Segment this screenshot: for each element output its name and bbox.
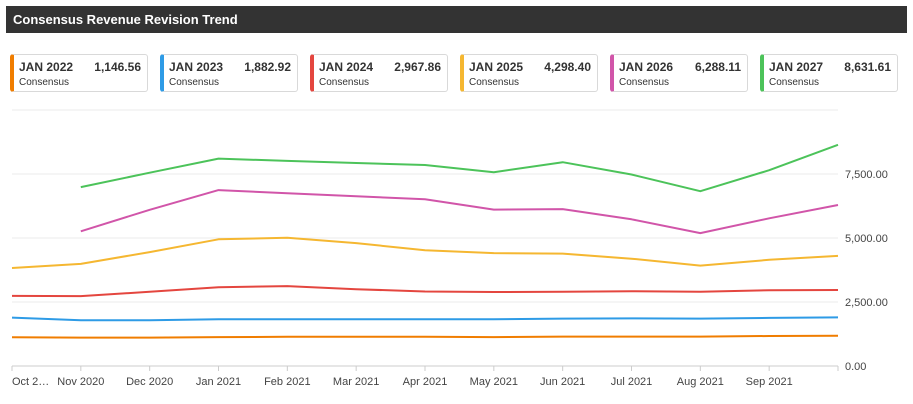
series-line[interactable]	[11, 316, 839, 322]
y-tick-label: 2,500.00	[845, 297, 888, 309]
grid-lines	[12, 109, 838, 367]
legend-item[interactable]: JAN 2025 4,298.40 Consensus	[460, 54, 598, 92]
x-tick-label: Aug 2021	[677, 376, 724, 388]
series-lines	[11, 143, 839, 339]
y-tick-label: 5,000.00	[845, 233, 888, 245]
series-line[interactable]	[11, 285, 839, 298]
x-tick-label: Sep 2021	[746, 376, 793, 388]
y-tick-label: 7,500.00	[845, 169, 888, 181]
x-tick-label: May 2021	[470, 376, 518, 388]
legend-subtitle: Consensus	[319, 77, 370, 88]
legend-subtitle: Consensus	[19, 77, 70, 88]
x-tick-label: Oct 2…	[12, 376, 49, 388]
line-chart: 0.00 2,500.00 5,000.00 7,500.00 Oct 2… Nov 2…	[11, 109, 888, 388]
legend-subtitle: Consensus	[769, 77, 820, 88]
series-line[interactable]	[11, 334, 839, 339]
y-axis: 0.00 2,500.00 5,000.00 7,500.00	[845, 169, 888, 373]
legend-item[interactable]: JAN 2024 2,967.86 Consensus	[310, 54, 448, 92]
legend-value: 4,298.40	[544, 60, 591, 74]
legend-value: 2,967.86	[394, 60, 441, 74]
y-tick-label: 0.00	[845, 361, 866, 373]
legend-period: JAN 2025	[469, 60, 524, 74]
legend: JAN 2022 1,146.56 Consensus JAN 2023 1,882.9…	[10, 54, 902, 94]
x-tick-label: Feb 2021	[264, 376, 310, 388]
x-tick-label: Apr 2021	[403, 376, 448, 388]
x-tick-label: Mar 2021	[333, 376, 379, 388]
x-tick-label: Jul 2021	[611, 376, 653, 388]
series-line[interactable]	[80, 143, 839, 193]
x-tick-label: Dec 2020	[126, 376, 173, 388]
series-line[interactable]	[11, 236, 839, 269]
x-tick-label: Nov 2020	[57, 376, 104, 388]
x-tick-label: Jan 2021	[196, 376, 241, 388]
legend-subtitle: Consensus	[169, 77, 220, 88]
legend-item[interactable]: JAN 2022 1,146.56 Consensus	[10, 54, 148, 92]
legend-value: 1,146.56	[94, 60, 141, 74]
legend-item[interactable]: JAN 2026 6,288.11 Consensus	[610, 54, 748, 92]
legend-period: JAN 2027	[769, 60, 824, 74]
legend-period: JAN 2026	[619, 60, 674, 74]
x-tick-label: Jun 2021	[540, 376, 585, 388]
legend-value: 8,631.61	[844, 60, 891, 74]
chart-title: Consensus Revenue Revision Trend	[6, 6, 907, 33]
legend-period: JAN 2023	[169, 60, 224, 74]
legend-period: JAN 2024	[319, 60, 374, 74]
legend-value: 6,288.11	[694, 60, 741, 74]
legend-value: 1,882.92	[244, 60, 291, 74]
legend-subtitle: Consensus	[619, 77, 670, 88]
legend-period: JAN 2022	[19, 60, 74, 74]
legend-item[interactable]: JAN 2023 1,882.92 Consensus	[160, 54, 298, 92]
x-axis: Oct 2… Nov 2020 Dec 2020 Jan 2021 Feb 2021 Ma…	[11, 366, 839, 388]
legend-subtitle: Consensus	[469, 77, 520, 88]
legend-item[interactable]: JAN 2027 8,631.61 Consensus	[760, 54, 898, 92]
series-line[interactable]	[80, 189, 839, 235]
